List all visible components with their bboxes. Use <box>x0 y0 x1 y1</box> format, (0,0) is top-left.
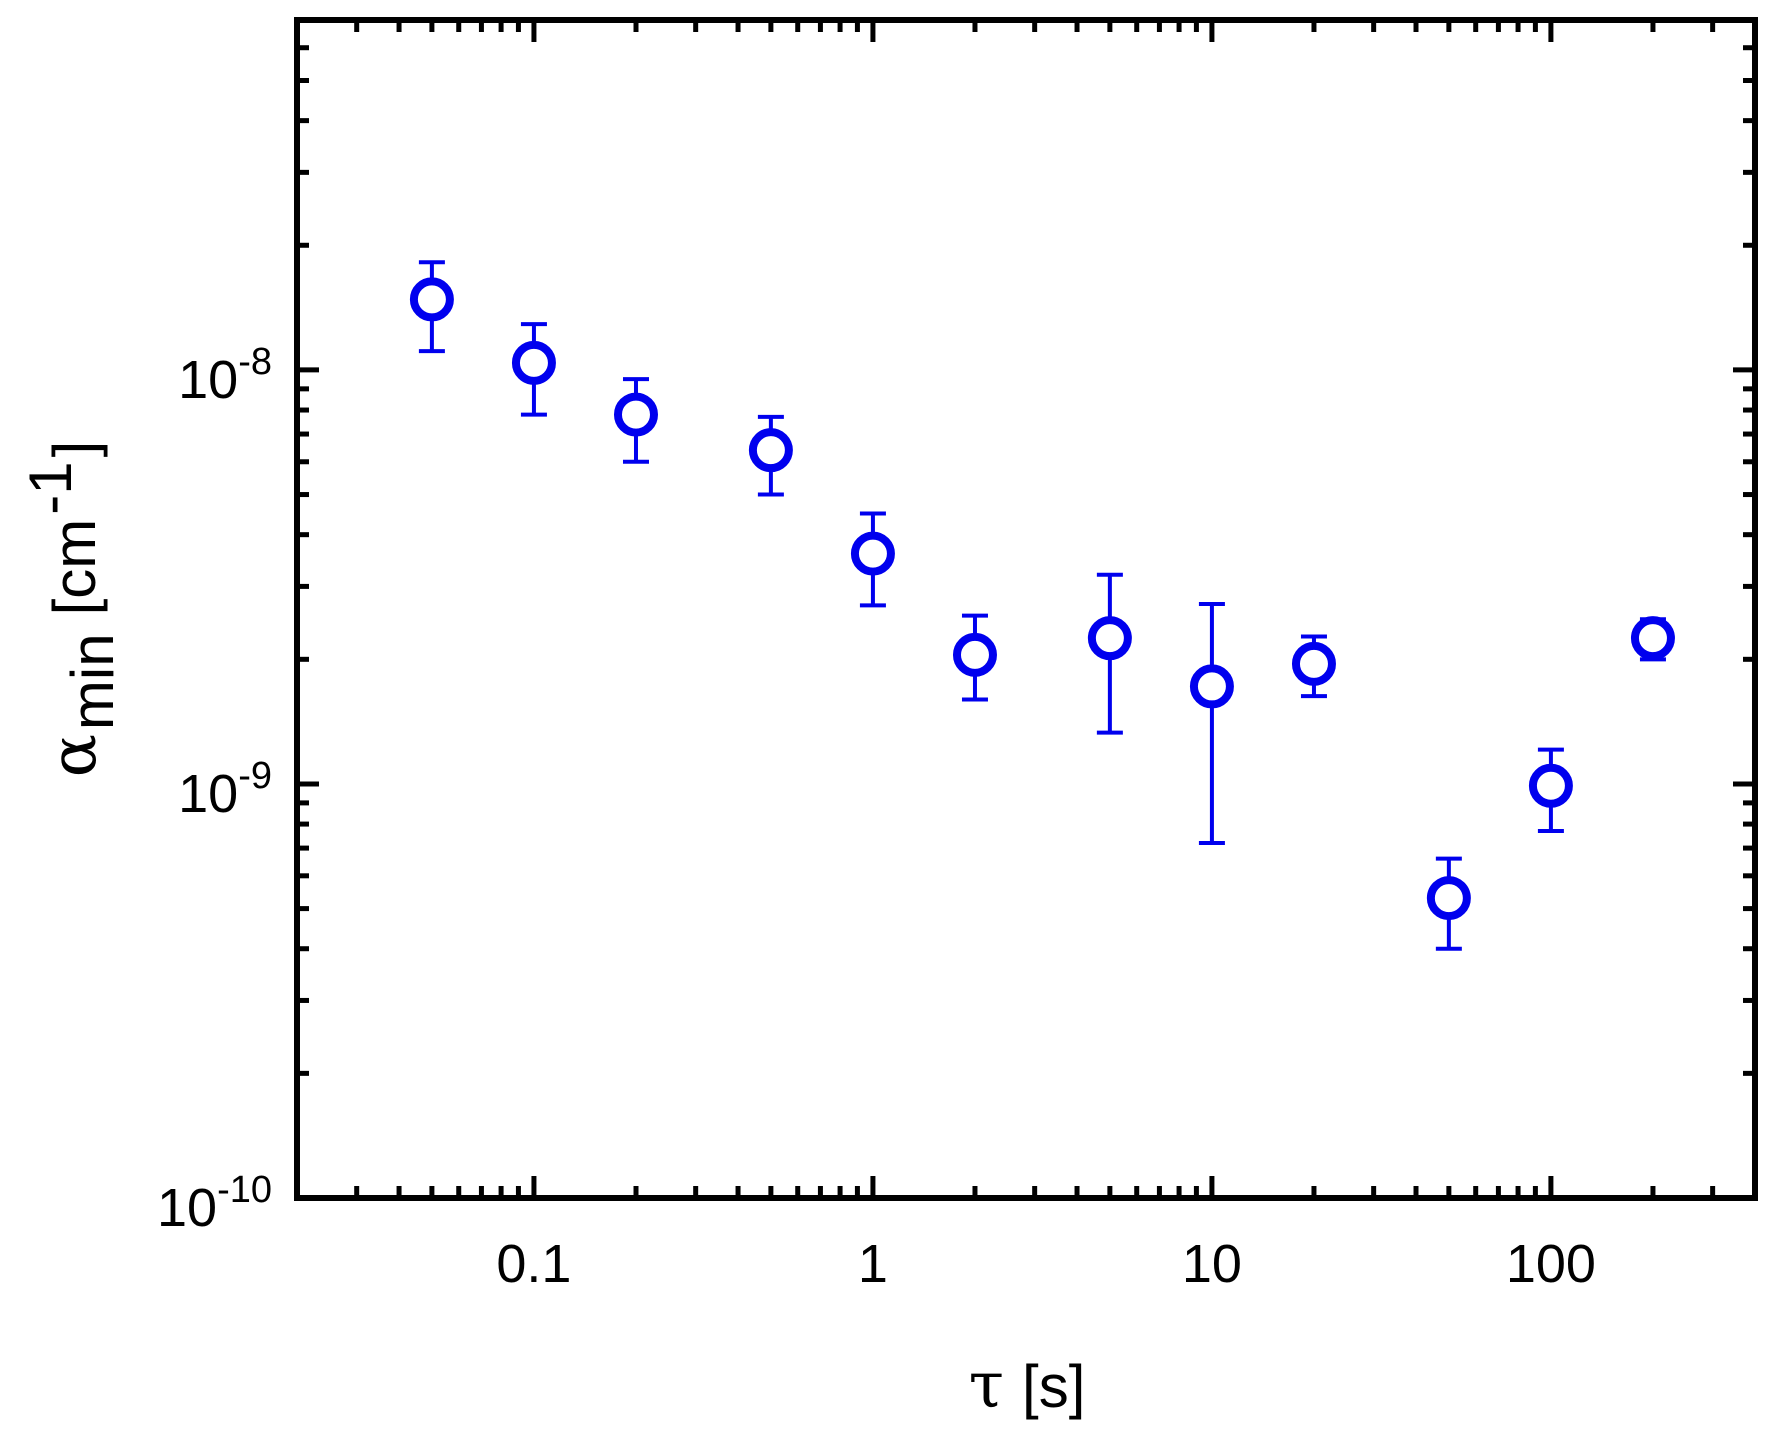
x-tick-label: 0.1 <box>496 1234 571 1294</box>
marker-layer <box>409 277 1675 921</box>
y-axis-unit-exp: -1 <box>17 461 84 514</box>
x-tick-label: 100 <box>1506 1234 1596 1294</box>
y-axis-unit-open: [cm <box>41 519 108 616</box>
errorbar-layer <box>418 260 1666 951</box>
data-point <box>409 277 454 322</box>
x-tick-label: 1 <box>858 1234 888 1294</box>
data-point <box>850 531 895 576</box>
data-point <box>511 340 556 385</box>
x-axis-unit: [s] <box>1022 1353 1085 1420</box>
plot-frame <box>294 17 1758 1201</box>
y-axis-subscript: min <box>59 633 126 730</box>
data-point <box>613 392 658 437</box>
y-axis-unit-close: ] <box>41 441 108 458</box>
x-axis-title: τ [s] <box>969 1349 1086 1423</box>
data-point <box>748 428 793 473</box>
data-point <box>1426 876 1471 921</box>
data-point <box>1291 641 1336 686</box>
ticks-layer <box>294 17 1758 1201</box>
data-point <box>1189 664 1234 709</box>
data-point <box>1528 763 1573 808</box>
label-layer: 0.1 1 10 100 10-10 10-9 10-8 <box>157 341 1596 1294</box>
y-axis-title: α min [cm -1 ] <box>17 441 126 778</box>
data-point <box>952 632 997 677</box>
x-axis-symbol: τ <box>969 1349 1004 1423</box>
y-axis-symbol: α <box>37 734 111 777</box>
data-point <box>1630 616 1675 661</box>
y-tick-label: 10-10 <box>157 1169 272 1238</box>
error-bar <box>1198 602 1225 846</box>
data-point <box>1087 616 1132 661</box>
x-tick-label: 10 <box>1182 1234 1242 1294</box>
y-tick-label: 10-9 <box>178 755 272 824</box>
y-tick-label: 10-8 <box>178 341 272 410</box>
